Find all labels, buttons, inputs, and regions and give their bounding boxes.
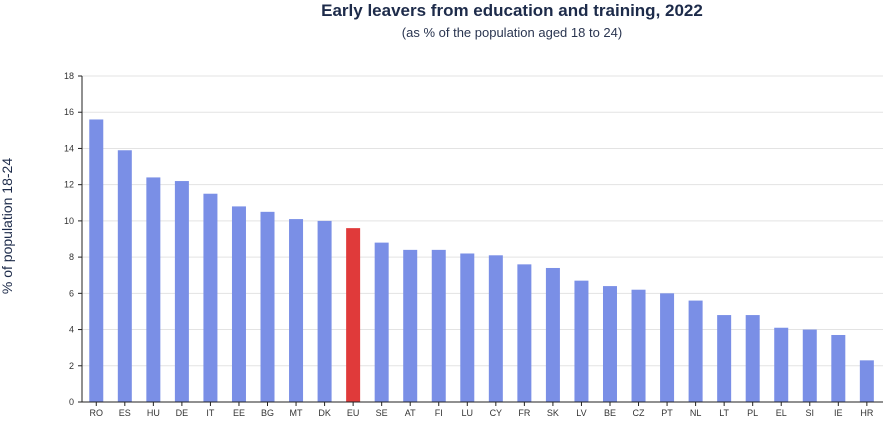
bar-eu <box>346 228 361 402</box>
bar-dk <box>317 220 332 402</box>
x-tick-label-cy: CY <box>490 408 503 418</box>
bar-at <box>403 249 418 402</box>
x-tick-label-eu: EU <box>347 408 360 418</box>
x-tick-labels: RO ES HU DE IT EE BG MT DK EU SE AT FI LU CY FR SK LV BE CZ… <box>90 408 874 418</box>
bar-pl <box>745 315 760 402</box>
bar-it <box>203 193 218 402</box>
gridlines <box>82 75 883 367</box>
x-tick-label-pt: PT <box>661 408 673 418</box>
bar-lv <box>574 280 589 402</box>
x-tick-label-ro: RO <box>90 408 104 418</box>
x-tick-label-ie: IE <box>834 408 843 418</box>
bar-pt <box>660 293 675 402</box>
y-tick-label: 8 <box>69 252 74 262</box>
x-tick-label-si: SI <box>806 408 815 418</box>
bar-hr <box>859 360 874 402</box>
bars <box>89 119 874 402</box>
bar-nl <box>688 300 703 402</box>
y-tick-label: 18 <box>64 71 74 81</box>
y-tick-label: 0 <box>69 397 74 407</box>
bar-ro <box>89 119 104 402</box>
axes <box>78 75 883 406</box>
bar-be <box>602 286 617 402</box>
x-tick-label-at: AT <box>405 408 416 418</box>
x-tick-label-fr: FR <box>518 408 530 418</box>
bar-el <box>774 327 789 402</box>
y-tick-label: 12 <box>64 180 74 190</box>
x-tick-label-be: BE <box>604 408 616 418</box>
y-tick-label: 10 <box>64 216 74 226</box>
x-tick-label-lv: LV <box>576 408 586 418</box>
bar-si <box>802 329 817 402</box>
bar-fi <box>431 249 446 402</box>
bar-ee <box>231 206 246 402</box>
bar-se <box>374 242 389 402</box>
x-tick-label-bg: BG <box>261 408 274 418</box>
bar-lt <box>717 315 732 402</box>
bar-bg <box>260 211 275 402</box>
x-tick-label-mt: MT <box>290 408 303 418</box>
bar-lu <box>460 253 475 402</box>
y-tick-label: 2 <box>69 361 74 371</box>
x-tick-label-se: SE <box>376 408 388 418</box>
chart-title: Early leavers from education and trainin… <box>321 1 703 20</box>
y-tick-label: 4 <box>69 325 74 335</box>
x-tick-label-lt: LT <box>719 408 729 418</box>
bar-es <box>117 150 132 402</box>
x-tick-label-it: IT <box>206 408 215 418</box>
bar-mt <box>289 219 304 402</box>
x-tick-label-pl: PL <box>747 408 758 418</box>
bar-fr <box>517 264 532 402</box>
chart-subtitle: (as % of the population aged 18 to 24) <box>401 25 623 40</box>
x-tick-label-nl: NL <box>690 408 702 418</box>
y-tick-label: 6 <box>69 288 74 298</box>
x-tick-label-ee: EE <box>233 408 245 418</box>
bar-ie <box>831 334 846 402</box>
x-tick-label-lu: LU <box>462 408 474 418</box>
x-tick-label-el: EL <box>776 408 787 418</box>
x-tick-label-dk: DK <box>318 408 331 418</box>
y-tick-label: 14 <box>64 143 74 153</box>
x-tick-label-cz: CZ <box>633 408 645 418</box>
bar-de <box>174 181 189 402</box>
x-tick-label-hr: HR <box>860 408 873 418</box>
x-tick-label-es: ES <box>119 408 131 418</box>
bar-cz <box>631 289 646 402</box>
x-tick-label-sk: SK <box>547 408 559 418</box>
y-tick-labels: 0 2 4 6 8 10 12 14 16 18 <box>64 71 74 407</box>
x-tick-label-de: DE <box>176 408 189 418</box>
y-tick-label: 16 <box>64 107 74 117</box>
bar-hu <box>146 177 161 402</box>
bar-cy <box>488 255 503 402</box>
x-tick-label-fi: FI <box>435 408 443 418</box>
x-tick-label-hu: HU <box>147 408 160 418</box>
bar-sk <box>545 267 560 402</box>
